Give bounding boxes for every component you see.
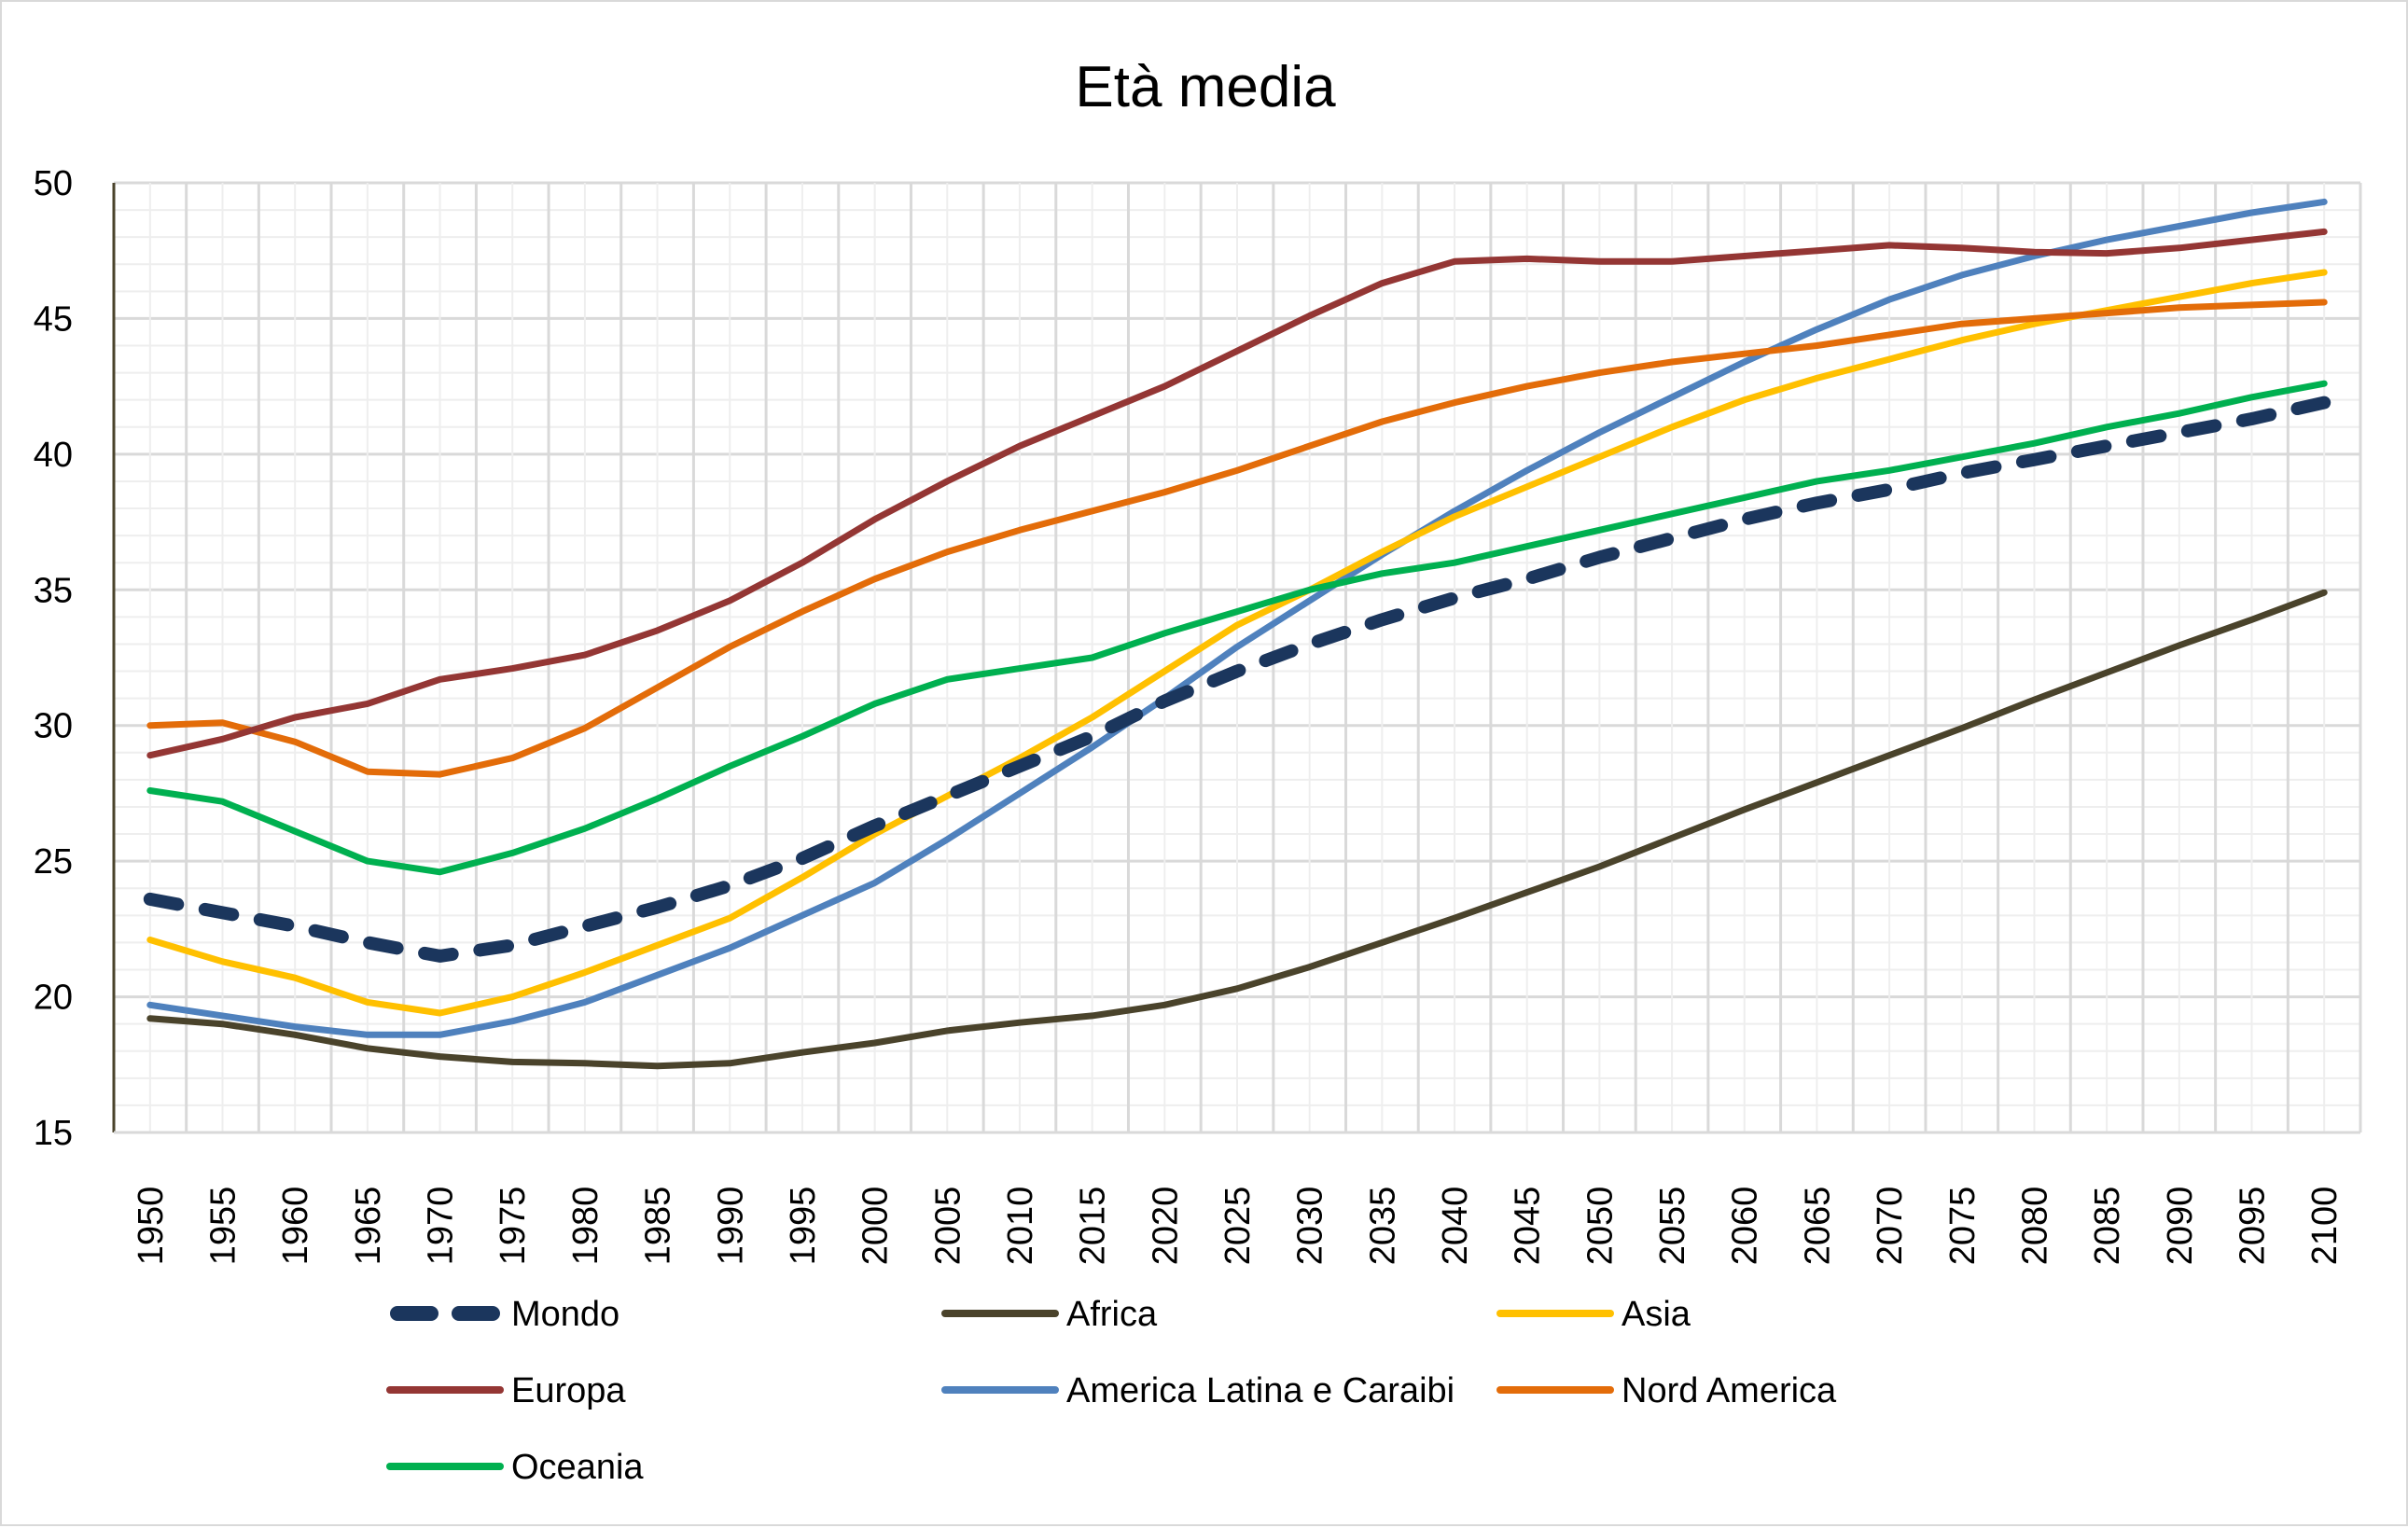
legend-label: Mondo [511,1295,619,1334]
series-line-asia [146,269,2328,1017]
series-line-america-latina-e-caraibi [146,198,2328,1038]
x-tick-label: 1960 [276,1187,315,1266]
y-axis-ticks: 15 20 25 30 35 40 45 50 [34,164,73,1153]
y-tick-label: 20 [34,979,73,1018]
x-tick-label: 2045 [1509,1187,1548,1266]
y-tick-label: 30 [34,707,73,746]
series-line-africa [146,589,2328,1070]
x-tick-label: 2050 [1580,1187,1620,1266]
legend-label: Africa [1066,1295,1158,1334]
y-tick-label: 45 [34,299,73,339]
legend-item-oceania: Oceania [386,1448,644,1487]
x-tick-label: 2060 [1726,1187,1765,1266]
legend-label: Asia [1622,1295,1691,1334]
x-tick-label: 2075 [1943,1187,1983,1266]
legend-label: Oceania [511,1448,644,1487]
legend-label: Nord America [1622,1371,1837,1410]
x-tick-label: 2090 [2161,1187,2200,1266]
series-line-nord-america [146,299,2328,778]
x-tick-label: 2065 [1798,1187,1837,1266]
y-tick-label: 25 [34,842,73,882]
x-tick-label: 1970 [422,1187,461,1266]
legend-item-africa: Africa [941,1295,1158,1334]
chart-title: Età media [1075,55,1336,119]
x-tick-label: 1950 [132,1187,171,1266]
legend-item-europa: Europa [386,1371,626,1410]
legend: Mondo Africa Asia Europa America Latina e Ca… [386,1295,1837,1487]
y-tick-label: 35 [34,571,73,610]
series-line-europa [146,228,2328,759]
legend-item-mondo: Mondo [390,1295,619,1334]
x-tick-label: 1990 [711,1187,750,1266]
x-tick-label: 1955 [204,1187,244,1266]
x-tick-label: 2030 [1291,1187,1330,1266]
y-tick-label: 50 [34,164,73,203]
legend-item-america-latina-e-caraibi: America Latina e Caraibi [941,1371,1455,1410]
series-lines [143,198,2331,1070]
x-tick-label: 1995 [784,1187,823,1266]
x-axis-ticks: 1950 1955 1960 1965 1970 1975 1980 1985 1990 1995… [132,1187,2345,1266]
x-tick-label: 2010 [1001,1187,1040,1266]
x-tick-label: 2035 [1363,1187,1402,1266]
legend-item-asia: Asia [1496,1295,1691,1334]
series-line-oceania [146,380,2328,876]
y-tick-label: 40 [34,436,73,475]
series-line-mondo [143,396,2331,963]
x-tick-label: 2070 [1871,1187,1910,1266]
x-tick-label: 1980 [566,1187,605,1266]
x-tick-label: 2000 [856,1187,896,1266]
x-tick-label: 1985 [639,1187,678,1266]
x-tick-label: 2020 [1146,1187,1185,1266]
legend-label: Europa [511,1371,626,1410]
legend-item-nord-america: Nord America [1496,1371,1837,1410]
x-tick-label: 2085 [2088,1187,2127,1266]
x-tick-label: 1965 [349,1187,388,1266]
x-tick-label: 2040 [1436,1187,1475,1266]
x-tick-label: 2095 [2233,1187,2272,1266]
x-tick-label: 2055 [1653,1187,1692,1266]
x-tick-label: 2100 [2305,1187,2345,1266]
x-tick-label: 2080 [2015,1187,2054,1266]
x-tick-label: 2025 [1218,1187,1258,1266]
grid [112,181,2362,1134]
axes [112,183,2360,1134]
x-tick-label: 2015 [1074,1187,1113,1266]
x-tick-label: 2005 [928,1187,967,1266]
x-tick-label: 1975 [494,1187,533,1266]
y-tick-label: 15 [34,1114,73,1153]
legend-label: America Latina e Caraibi [1066,1371,1455,1410]
